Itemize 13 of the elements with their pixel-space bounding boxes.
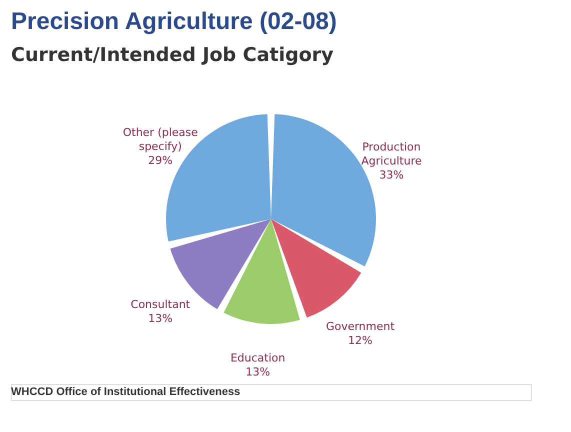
slice-label: Other (please specify) (122, 126, 198, 154)
data-label: 33% (379, 168, 404, 182)
data-label: 13% (148, 312, 173, 325)
data-label: 13% (246, 365, 270, 378)
text: WHCCD Office of Institutional Effectiveness (11, 386, 240, 398)
slice-label: Government (326, 320, 396, 333)
slice-label: Production Agriculture (361, 140, 422, 168)
data-label: 12% (348, 334, 372, 347)
slice-label: Education (230, 351, 286, 364)
chart-subtitle: Current/Intended Job Catigory (11, 44, 334, 66)
chart-title: Precision Agriculture (02-08) (11, 8, 337, 35)
slice-label: Consultant (130, 298, 191, 311)
data-label: 29% (148, 154, 173, 168)
